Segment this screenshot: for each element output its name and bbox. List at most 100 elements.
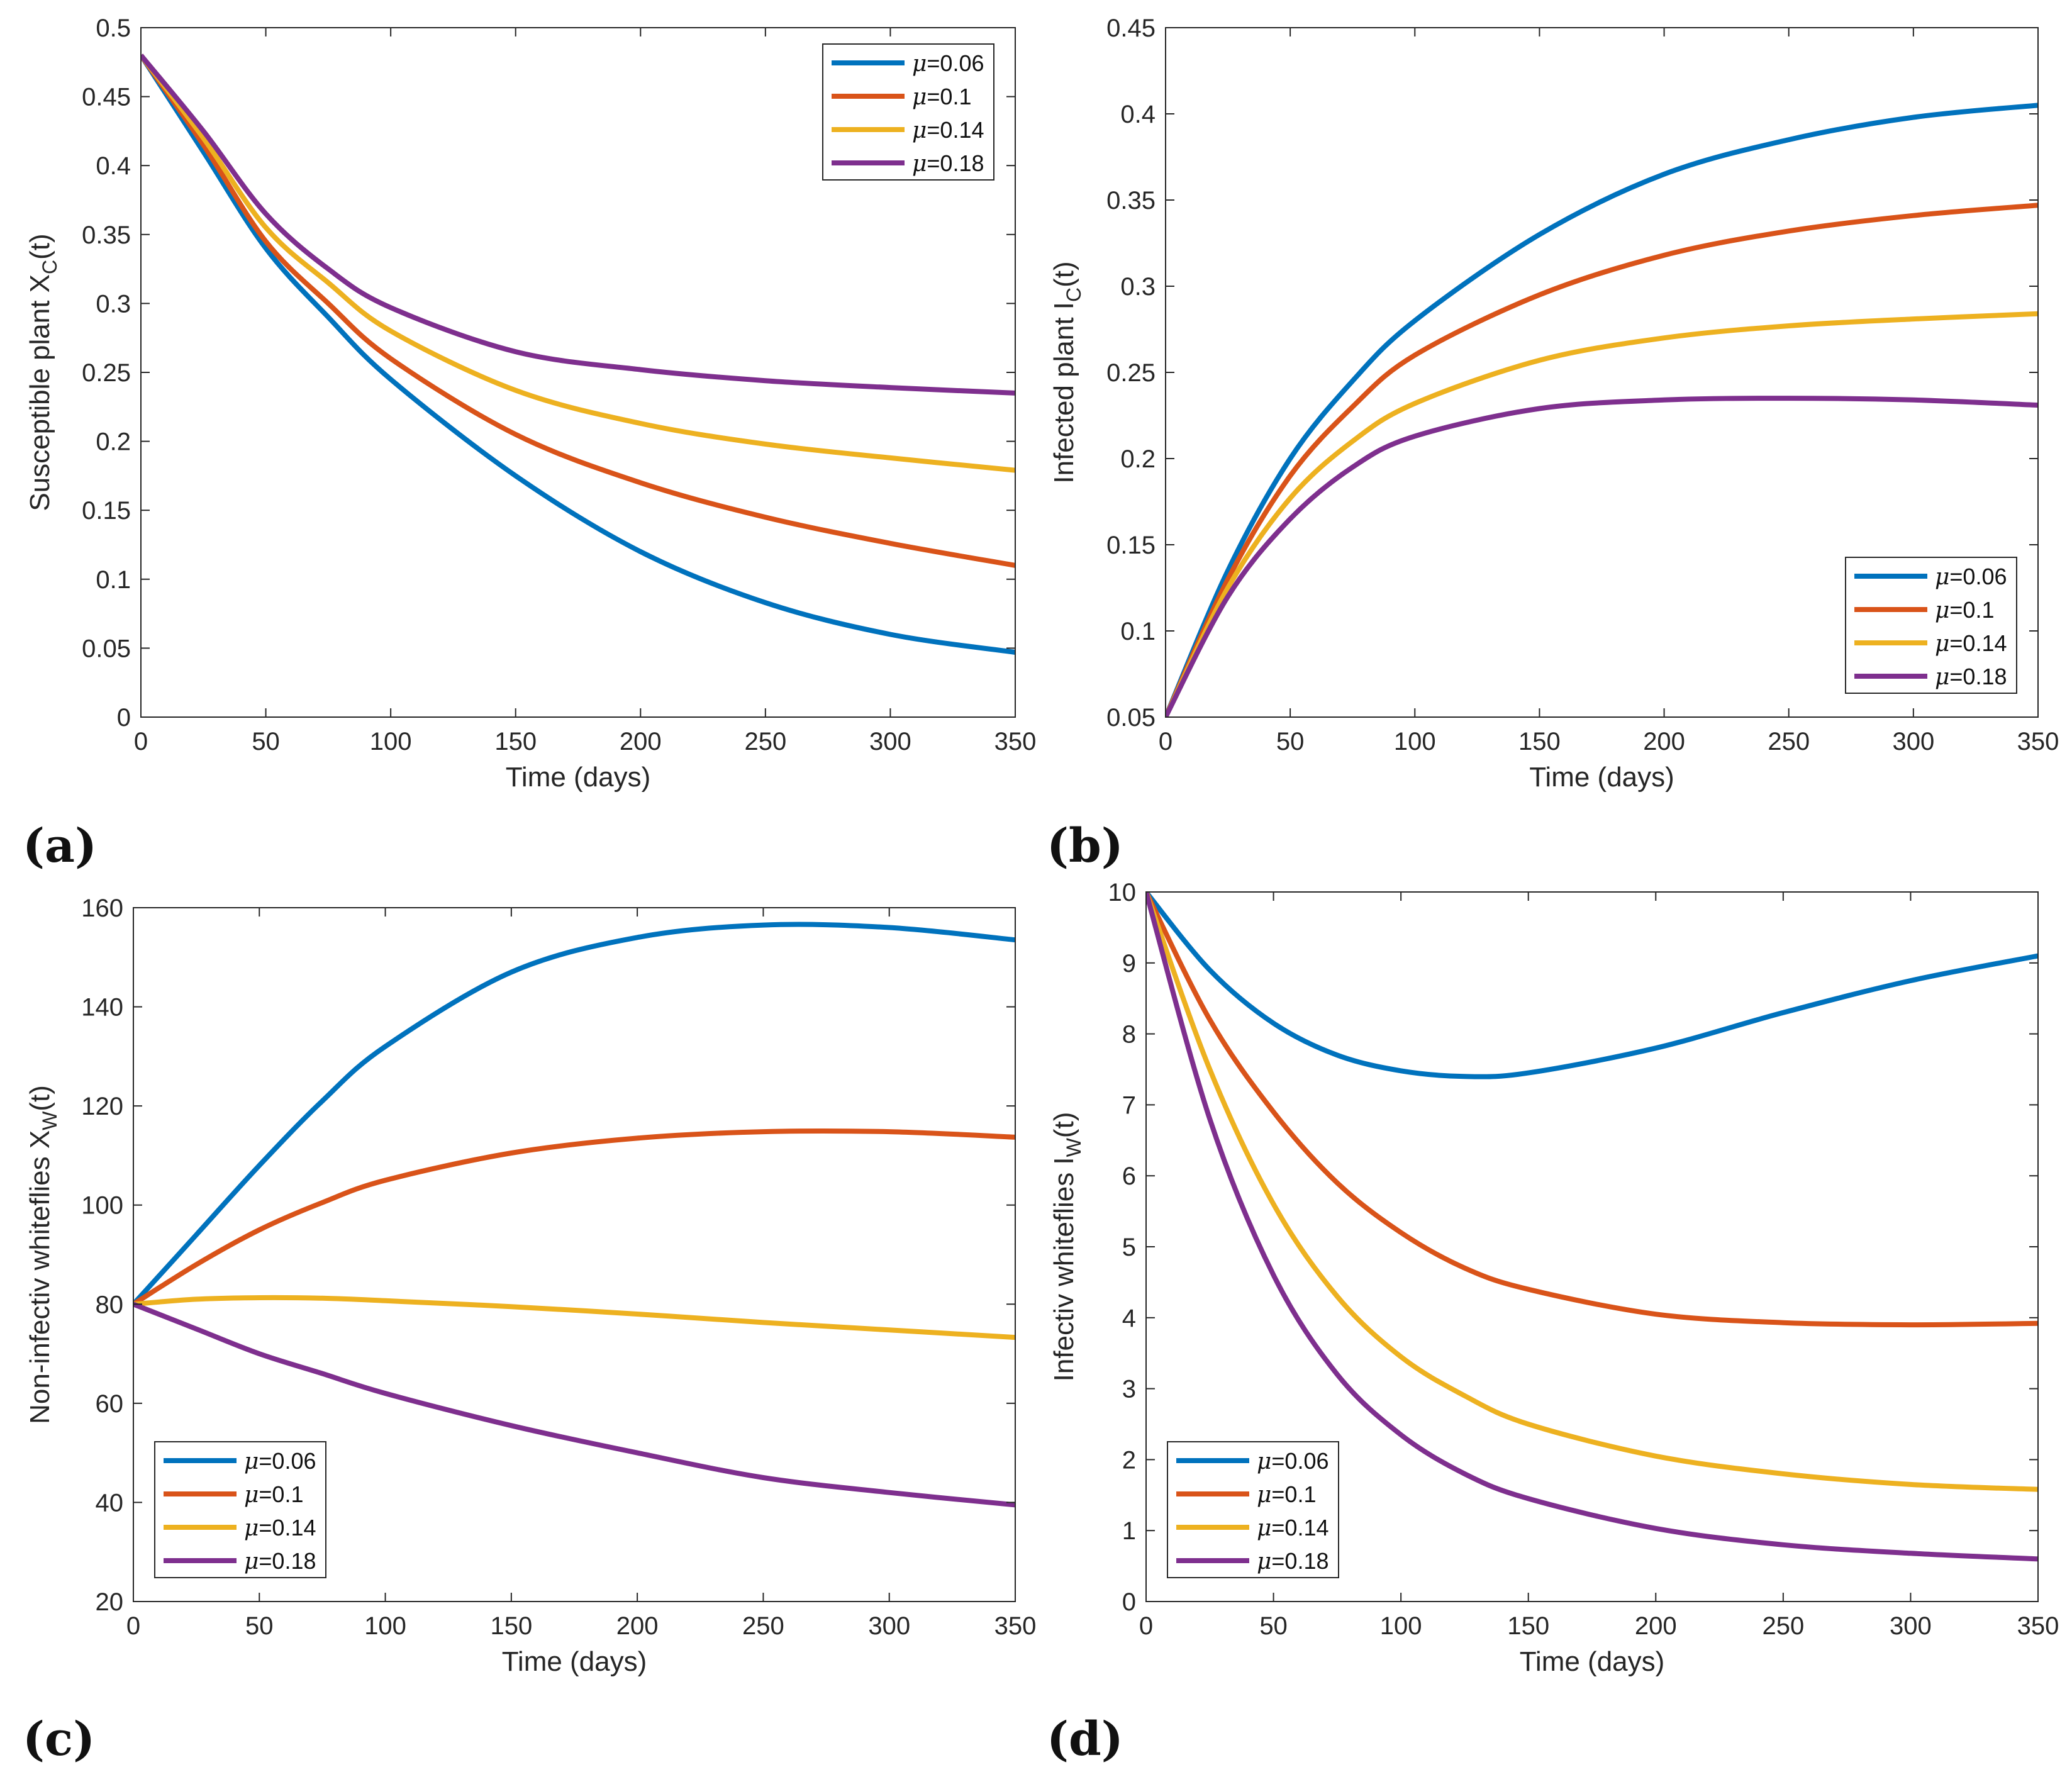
legend-item: μ=0.06 bbox=[164, 1448, 316, 1474]
x-tick-label: 300 bbox=[1890, 1612, 1932, 1640]
legend-mu-symbol: μ bbox=[912, 51, 927, 77]
y-tick-label: 2 bbox=[1122, 1446, 1136, 1474]
x-tick-label: 200 bbox=[1643, 728, 1685, 755]
legend-mu-symbol: μ bbox=[1935, 564, 1949, 590]
series-group bbox=[1166, 103, 2038, 717]
x-tick-label: 300 bbox=[1892, 728, 1934, 755]
y-tick-label: 60 bbox=[96, 1390, 124, 1418]
x-tick-label: 350 bbox=[994, 1612, 1037, 1640]
y-tick-label: 0.05 bbox=[82, 635, 131, 662]
series-line-mu-0.18 bbox=[141, 53, 1015, 396]
y-tick-label: 0 bbox=[117, 704, 131, 732]
series-line-mu-0.18 bbox=[133, 1301, 1015, 1508]
panel-d: 0 50 100 150 200 250 300 350 0 1 2 3 4 5 6 7 8 9 10 Time (d… bbox=[1047, 879, 2059, 1766]
x-tick-label: 250 bbox=[742, 1612, 784, 1640]
y-tick-label: 20 bbox=[96, 1588, 124, 1616]
x-tick-label: 250 bbox=[1768, 728, 1810, 755]
legend-mu-symbol: μ bbox=[244, 1449, 259, 1474]
legend-label: μ=0.1 bbox=[244, 1481, 303, 1508]
legend-mu-symbol: μ bbox=[1257, 1482, 1271, 1508]
legend-label: μ=0.18 bbox=[1935, 664, 2007, 690]
x-tick-label: 150 bbox=[494, 728, 537, 755]
legend-mu-symbol: μ bbox=[1257, 1515, 1271, 1541]
x-tick-label: 200 bbox=[616, 1612, 659, 1640]
y-tick-label: 0.1 bbox=[96, 566, 131, 594]
y-axis-label: Infected plant IC(t) bbox=[1049, 261, 1085, 483]
legend-box bbox=[822, 43, 994, 181]
y-tick-label: 7 bbox=[1122, 1091, 1136, 1119]
panel-label: (b) bbox=[1047, 819, 1123, 873]
legend-value: =0.1 bbox=[927, 84, 971, 109]
y-tick-label: 0.4 bbox=[96, 152, 131, 180]
legend-value: =0.06 bbox=[259, 1448, 316, 1474]
y-tick-label: 3 bbox=[1122, 1376, 1136, 1403]
y-tick-label: 0.05 bbox=[1106, 704, 1156, 732]
x-tick-label: 150 bbox=[490, 1612, 532, 1640]
x-tick-label: 100 bbox=[1380, 1612, 1422, 1640]
legend-label: μ=0.14 bbox=[1257, 1515, 1329, 1541]
legend-box bbox=[154, 1441, 326, 1578]
legend-mu-symbol: μ bbox=[912, 118, 927, 143]
legend-value: =0.18 bbox=[1949, 664, 2007, 689]
y-tick-label: 10 bbox=[1108, 879, 1137, 906]
x-tick-label: 50 bbox=[1259, 1612, 1288, 1640]
series-group bbox=[1146, 892, 2038, 1562]
y-axis-label-main: Infected plant I bbox=[1049, 302, 1079, 484]
x-tick-label: 0 bbox=[126, 1612, 140, 1640]
legend-label: μ=0.06 bbox=[1257, 1448, 1329, 1474]
x-tick-label: 0 bbox=[1139, 1612, 1153, 1640]
y-tick-label: 9 bbox=[1122, 950, 1136, 978]
axes-box bbox=[133, 907, 1016, 1602]
y-tick-label: 0.2 bbox=[96, 428, 131, 456]
series-line-mu-0.06 bbox=[1146, 892, 2038, 1079]
legend-mu-symbol: μ bbox=[1257, 1449, 1271, 1474]
legend-label: μ=0.1 bbox=[1935, 597, 1994, 623]
y-axis-label-tail: (t) bbox=[25, 233, 55, 260]
legend-mu-symbol: μ bbox=[244, 1549, 259, 1574]
legend-value: =0.06 bbox=[927, 50, 984, 76]
legend-item: μ=0.06 bbox=[1854, 564, 2007, 590]
x-axis-label: Time (days) bbox=[1529, 762, 1674, 793]
y-tick-label: 0.15 bbox=[1106, 532, 1156, 559]
legend-mu-symbol: μ bbox=[912, 84, 927, 110]
legend-item: μ=0.06 bbox=[832, 50, 984, 77]
x-tick-label: 100 bbox=[370, 728, 412, 755]
legend-mu-symbol: μ bbox=[1935, 631, 1949, 657]
series-line-mu-0.14 bbox=[1166, 311, 2038, 717]
y-tick-label: 0.25 bbox=[82, 359, 131, 387]
legend-value: =0.18 bbox=[927, 150, 984, 176]
series-line-mu-0.14 bbox=[1146, 892, 2038, 1492]
x-tick-label: 250 bbox=[744, 728, 786, 755]
y-axis-label-main: Susceptible plant X bbox=[25, 274, 55, 511]
legend-label: μ=0.14 bbox=[244, 1515, 316, 1541]
series-line-mu-0.06 bbox=[141, 53, 1015, 655]
y-tick-label: 0.45 bbox=[82, 84, 131, 111]
y-axis-label-subscript: C bbox=[38, 260, 61, 274]
x-tick-label: 250 bbox=[1762, 1612, 1804, 1640]
series-group bbox=[141, 53, 1015, 655]
panel-label: (c) bbox=[23, 1712, 95, 1766]
series-line-mu-0.1 bbox=[141, 53, 1015, 568]
legend-label: μ=0.06 bbox=[244, 1448, 316, 1474]
legend-value: =0.14 bbox=[1949, 630, 2007, 656]
legend-mu-symbol: μ bbox=[244, 1515, 259, 1541]
y-tick-label: 0.45 bbox=[1106, 14, 1156, 42]
y-tick-label: 0.35 bbox=[82, 221, 131, 249]
legend-item: μ=0.1 bbox=[164, 1481, 303, 1508]
x-tick-label: 150 bbox=[1507, 1612, 1549, 1640]
y-tick-label: 0.1 bbox=[1120, 618, 1156, 645]
legend-mu-symbol: μ bbox=[1935, 598, 1949, 623]
x-tick-label: 350 bbox=[994, 728, 1037, 755]
y-tick-label: 160 bbox=[81, 894, 123, 922]
legend-item: μ=0.1 bbox=[1854, 597, 1994, 623]
y-axis-label-main: Infectiv whiteflies I bbox=[1049, 1157, 1079, 1381]
legend-item: μ=0.18 bbox=[1176, 1548, 1329, 1574]
legend-item: μ=0.18 bbox=[164, 1548, 316, 1574]
legend-mu-symbol: μ bbox=[1257, 1549, 1271, 1574]
x-tick-label: 350 bbox=[2017, 728, 2059, 755]
legend-mu-symbol: μ bbox=[912, 151, 927, 177]
y-tick-label: 5 bbox=[1122, 1234, 1136, 1261]
legend-box bbox=[1845, 557, 2017, 694]
x-axis-label: Time (days) bbox=[506, 762, 651, 793]
